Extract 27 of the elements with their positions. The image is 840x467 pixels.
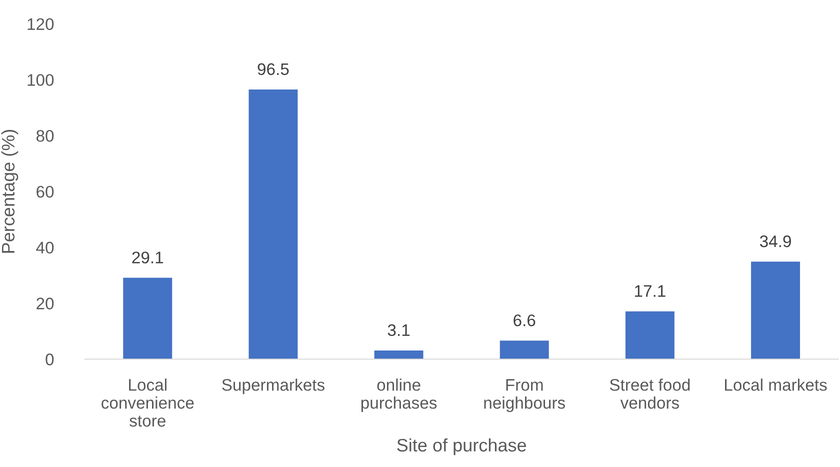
bar — [500, 340, 549, 360]
x-tick-label: Local convenience store — [102, 378, 194, 427]
bar — [374, 350, 424, 360]
bar — [248, 89, 298, 360]
y-tick-label: 20 — [36, 298, 54, 310]
x-tick-label: From neighbours — [484, 379, 566, 412]
data-label: 29.1 — [132, 252, 164, 264]
y-tick-label: 40 — [36, 242, 54, 254]
y-tick-label: 100 — [28, 74, 54, 86]
x-tick-label: Supermarkets — [222, 378, 324, 394]
x-tick-label: Local markets — [725, 378, 827, 391]
x-axis-title: Site of purchase — [397, 438, 526, 456]
data-label: 3.1 — [388, 324, 410, 336]
y-tick-label: 0 — [46, 354, 54, 366]
y-tick-label: 80 — [36, 130, 54, 142]
y-tick-label: 120 — [28, 18, 54, 30]
bar — [123, 278, 172, 360]
data-label: 96.5 — [258, 63, 289, 76]
data-label: 17.1 — [635, 285, 666, 297]
data-label: 6.6 — [514, 314, 536, 326]
y-tick-label: 60 — [36, 186, 54, 198]
bar — [625, 311, 674, 360]
data-label: 34.9 — [760, 235, 791, 248]
bar — [751, 262, 800, 360]
x-tick-label: online purchases — [361, 378, 437, 412]
x-tick-label: Street food vendors — [610, 378, 690, 409]
y-axis-title: Percentage (%) — [1, 130, 18, 253]
